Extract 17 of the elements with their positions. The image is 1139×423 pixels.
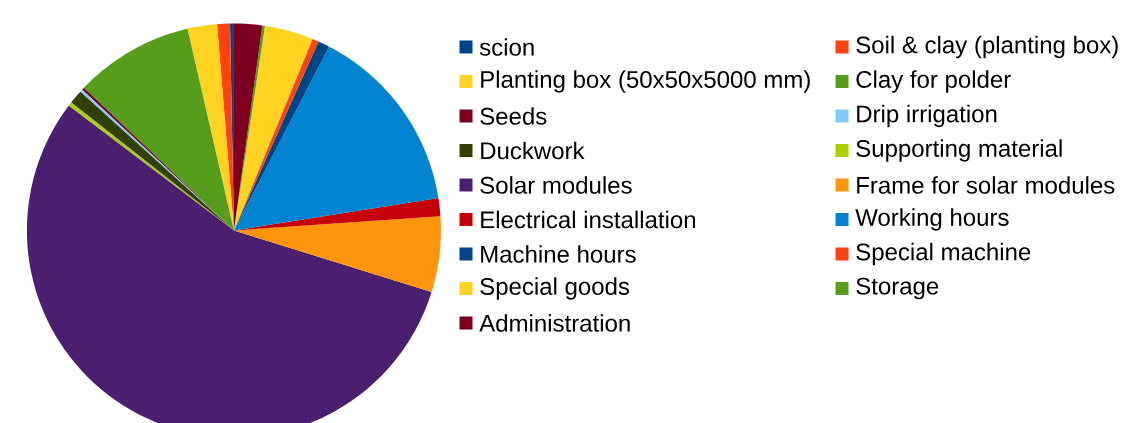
legend-label: Seeds <box>480 107 547 125</box>
legend-label: Electrical installation <box>481 210 696 229</box>
legend-label: Soil & clay (planting box) <box>856 35 1118 59</box>
legend-label: Supporting material <box>856 139 1062 162</box>
legend-label: Frame for solar modules <box>857 176 1115 194</box>
legend-label: Storage <box>856 277 939 300</box>
legend-label: Working hours <box>855 208 1009 231</box>
legend-label: Duckwork <box>481 141 585 160</box>
legend-label: Special machine <box>856 242 1031 266</box>
legend-label: scion <box>479 38 534 56</box>
legend-label: Clay for polder <box>856 70 1011 93</box>
legend-label: Special goods <box>480 277 630 300</box>
legend-label: Solar modules <box>480 176 632 194</box>
legend-label: Machine hours <box>481 245 636 263</box>
legend-label: Drip irrigation <box>857 104 997 128</box>
legend-label: Administration <box>479 314 630 332</box>
legend-label: Planting box (50x50x5000 mm) <box>481 70 810 93</box>
